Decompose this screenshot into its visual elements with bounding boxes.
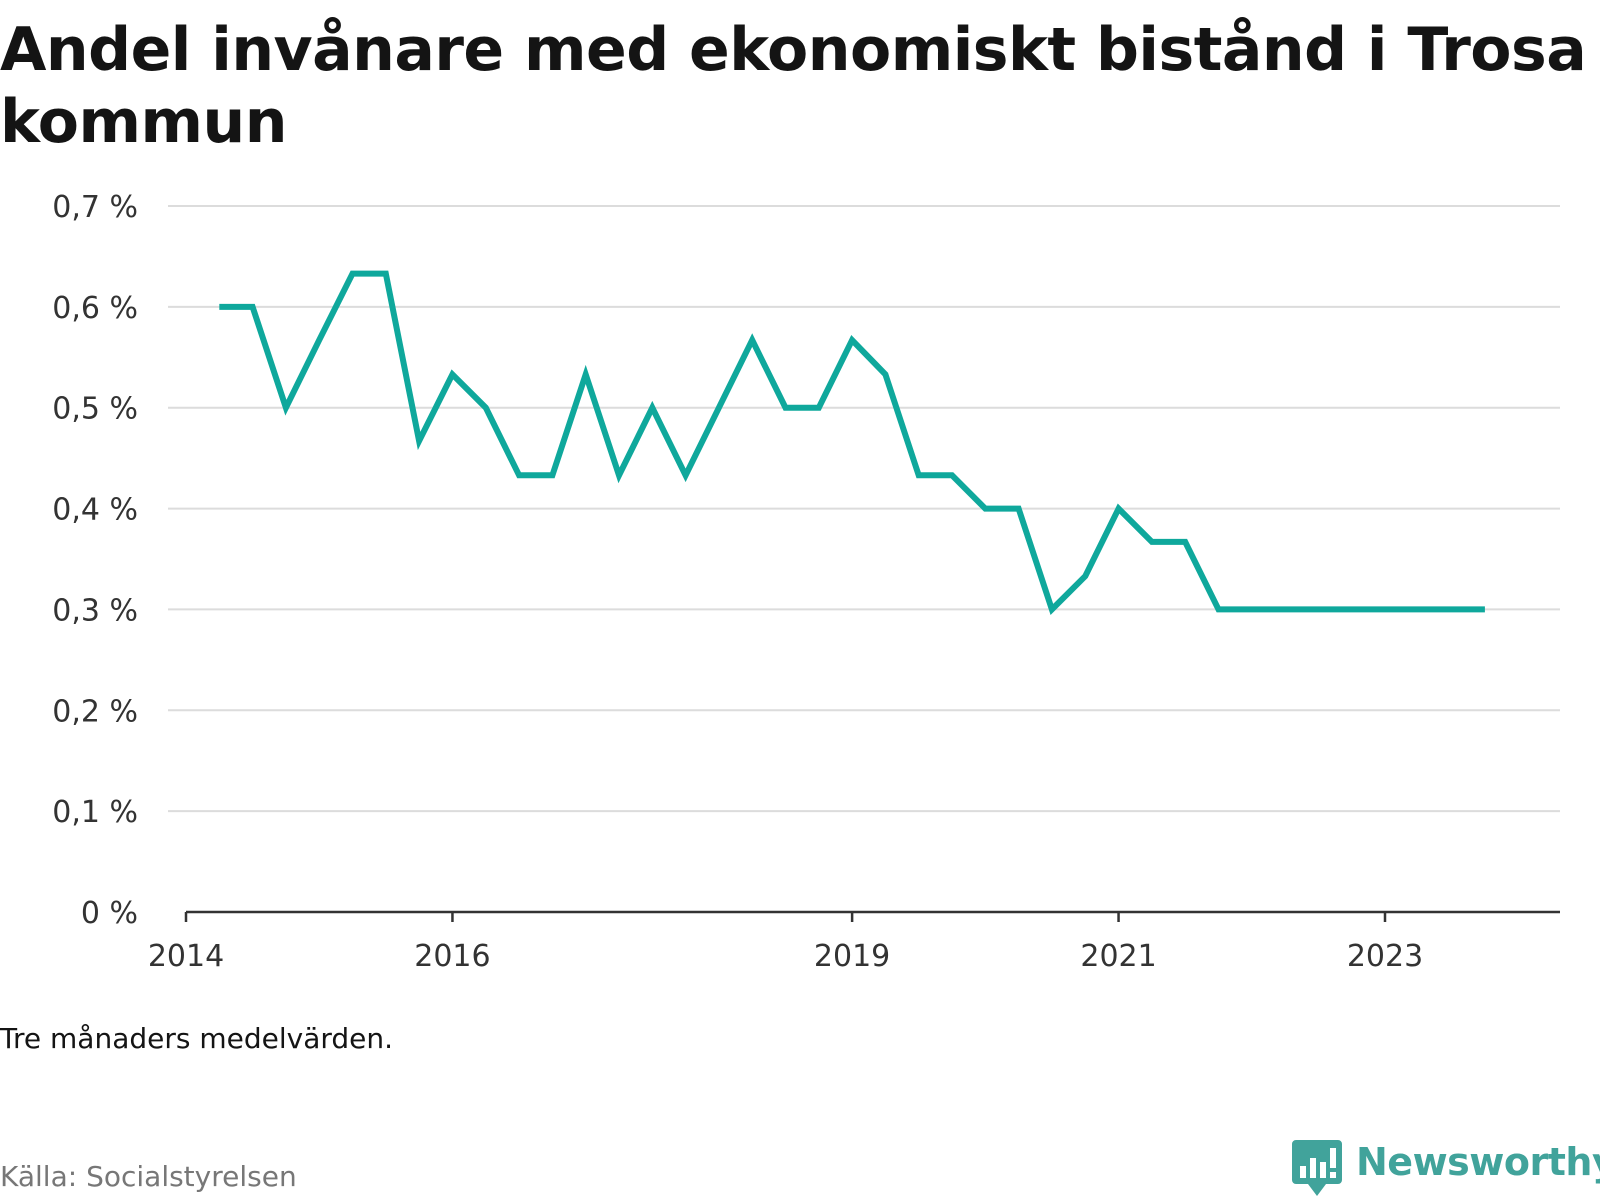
y-tick-label: 0,7 % <box>52 190 138 225</box>
data-point <box>1116 506 1122 512</box>
y-axis-labels: 0 % 0,1 % 0,2 % 0,3 % 0,4 % 0,5 % 0,6 % 0,7 % <box>52 190 138 931</box>
x-tick-label: 2016 <box>414 939 490 974</box>
series-layer <box>216 270 1488 615</box>
x-tick-label: 2021 <box>1080 939 1156 974</box>
data-point <box>383 271 389 277</box>
x-axis: 2014 2016 2019 2021 2023 <box>148 910 1560 974</box>
data-point <box>1216 606 1222 612</box>
data-point <box>1482 606 1488 612</box>
data-point <box>649 405 655 411</box>
y-tick-label: 0,3 % <box>52 593 138 628</box>
data-point <box>982 506 988 512</box>
data-point <box>416 438 422 444</box>
data-point <box>583 371 589 377</box>
data-point <box>716 405 722 411</box>
brand-logo[interactable]: Newsworthy <box>1292 1140 1600 1200</box>
y-tick-label: 0,1 % <box>52 795 138 830</box>
data-point <box>849 337 855 343</box>
y-tick-label: 0,6 % <box>52 291 138 326</box>
line-chart: 0 % 0,1 % 0,2 % 0,3 % 0,4 % 0,5 % 0,6 % 0,7 % 2… <box>52 190 1560 974</box>
data-point <box>783 405 789 411</box>
y-tick-label: 0,2 % <box>52 694 138 729</box>
source-credit: Källa: Socialstyrelsen <box>0 1160 297 1193</box>
x-tick-label: 2014 <box>148 939 224 974</box>
data-point <box>1016 506 1022 512</box>
data-point <box>1182 539 1188 545</box>
data-point <box>1449 606 1455 612</box>
data-point <box>1349 606 1355 612</box>
chart-title: Andel invånare med ekonomiskt bistånd i … <box>0 15 1587 157</box>
data-point <box>1149 539 1155 545</box>
data-point <box>1082 573 1088 579</box>
data-point <box>1315 606 1321 612</box>
y-tick-label: 0 % <box>81 896 138 931</box>
y-tick-label: 0,5 % <box>52 392 138 427</box>
brand-name: Newsworthy <box>1356 1140 1600 1184</box>
data-point <box>616 472 622 478</box>
data-point <box>1249 606 1255 612</box>
data-point <box>283 405 289 411</box>
gridlines <box>168 205 1560 813</box>
data-point <box>516 472 522 478</box>
y-tick-label: 0,4 % <box>52 493 138 528</box>
x-tick-label: 2019 <box>814 939 890 974</box>
x-tick-label: 2023 <box>1347 939 1423 974</box>
data-point <box>816 405 822 411</box>
data-point <box>316 337 322 343</box>
data-point <box>882 371 888 377</box>
chart-note: Tre månaders medelvärden. <box>0 1022 394 1055</box>
data-point <box>216 304 222 310</box>
data-point <box>683 472 689 478</box>
data-point <box>449 371 455 377</box>
data-point <box>1382 606 1388 612</box>
data-point <box>749 337 755 343</box>
data-point <box>916 472 922 478</box>
data-point <box>549 472 555 478</box>
data-point <box>350 271 356 277</box>
newsworthy-logo-icon <box>1292 1140 1342 1196</box>
data-point <box>1415 606 1421 612</box>
data-point <box>1282 606 1288 612</box>
series-line <box>219 270 1485 615</box>
data-point <box>1049 606 1055 612</box>
data-point <box>483 405 489 411</box>
data-point <box>250 304 256 310</box>
data-point <box>949 472 955 478</box>
